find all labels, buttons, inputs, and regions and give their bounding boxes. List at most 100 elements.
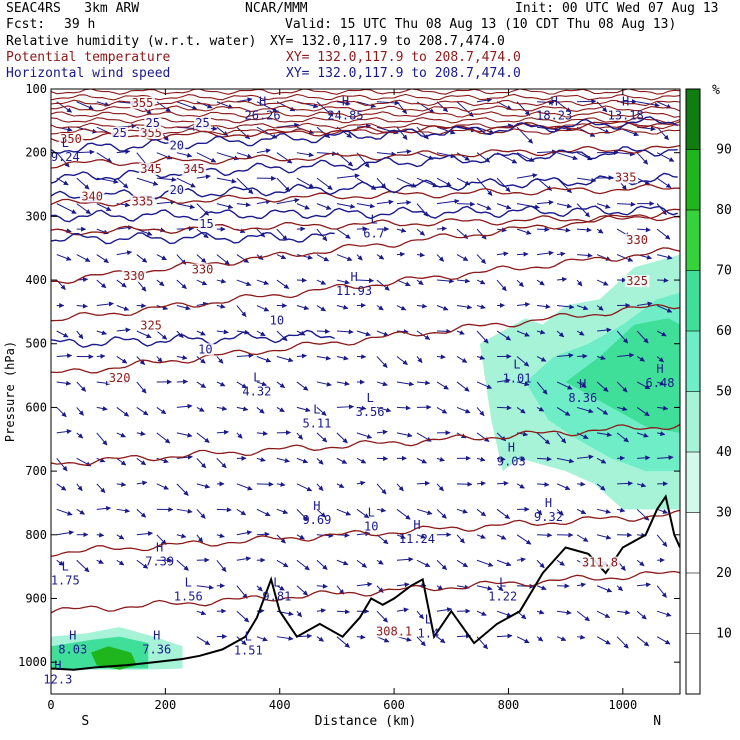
wind-arrow — [296, 353, 307, 359]
extremum-marker: H — [545, 496, 552, 510]
wind-arrow — [96, 203, 112, 211]
wind-arrow — [176, 152, 193, 158]
wind-arrow — [196, 432, 210, 443]
wind-arrow — [236, 97, 253, 103]
theta-label-bg — [121, 270, 147, 283]
wind-arrow — [176, 279, 187, 290]
y-tick-label: 300 — [25, 209, 47, 223]
wind-arrow — [156, 457, 169, 464]
wind-arrow — [256, 636, 268, 642]
wind-arrow — [496, 610, 512, 618]
wind-arrow — [576, 406, 594, 414]
wind-speed-label: 25 — [195, 116, 209, 130]
wind-arrow — [76, 432, 84, 439]
wind-arrow — [76, 177, 90, 190]
wind-arrow — [316, 559, 328, 570]
wind-arrow — [56, 483, 67, 491]
wind-arrow — [617, 201, 636, 207]
wind-arrow — [416, 508, 433, 515]
wind-arrow — [116, 250, 133, 256]
wind-arrow — [416, 636, 426, 647]
extremum-marker: H — [153, 628, 160, 642]
wind-arrow — [256, 381, 268, 387]
wind-arrow — [497, 405, 512, 411]
wind-arrow — [436, 198, 460, 205]
wind-speed-contour — [51, 231, 335, 245]
wind-arrow — [296, 203, 310, 210]
wind-arrow — [416, 380, 431, 386]
wind-arrow — [416, 610, 424, 620]
wind-arrow — [436, 254, 445, 262]
wind-arrow — [296, 457, 309, 464]
wind-arrow — [496, 101, 512, 110]
wind-arrow — [276, 585, 285, 591]
wind-arrow — [577, 634, 586, 640]
wind-arrow — [557, 304, 575, 310]
wind-arrow — [196, 636, 211, 646]
wind-arrow — [336, 457, 348, 464]
wind-arrow — [176, 432, 193, 438]
wind-arrow — [196, 381, 207, 389]
wind-arrow — [356, 226, 368, 232]
wind-arrow — [296, 305, 310, 311]
wind-arrow — [656, 177, 672, 189]
wind-arrow — [536, 279, 545, 286]
wind-arrow — [556, 152, 578, 161]
wind-arrow — [396, 356, 408, 365]
wind-arrow — [376, 585, 384, 593]
wind-arrow — [276, 228, 288, 241]
wind-speed-label-bg — [111, 126, 129, 139]
extremum-value: 3.56 — [356, 405, 385, 419]
wind-arrow — [416, 228, 425, 236]
wind-arrow — [476, 534, 486, 539]
wind-arrow — [56, 203, 77, 214]
wind-arrow — [456, 508, 468, 514]
wind-arrow — [636, 610, 647, 620]
wind-arrow — [56, 530, 74, 536]
wind-arrow — [436, 177, 452, 187]
theta-contour — [51, 247, 680, 322]
wind-arrow — [456, 481, 473, 487]
extremum-value: 12.3 — [43, 672, 72, 686]
wind-arrow — [396, 607, 409, 613]
wind-arrow — [537, 226, 550, 232]
wind-arrow — [476, 585, 493, 591]
wind-arrow — [116, 177, 129, 189]
wind-arrow — [436, 126, 456, 135]
wind-arrow — [656, 636, 671, 645]
extremum-value: 7.36 — [142, 642, 171, 656]
y-tick-label: 1000 — [18, 655, 47, 669]
field-wind-name: Horizontal wind speed — [6, 66, 171, 81]
field-theta-xy: XY= 132.0,117.9 to 208.7,474.0 — [286, 50, 521, 65]
header-fcst-value: 39 h — [64, 17, 96, 32]
colorbar-swatch — [686, 391, 700, 452]
wind-arrow — [517, 251, 529, 257]
wind-arrow — [296, 254, 313, 260]
wind-arrow — [236, 305, 247, 317]
wind-arrow — [617, 609, 631, 615]
colorbar-label: 50 — [716, 385, 732, 400]
extremum-marker: H — [508, 440, 515, 454]
wind-arrow — [336, 100, 351, 106]
extremum-marker: H — [54, 658, 61, 672]
wind-arrow — [476, 355, 486, 360]
wind-arrow — [556, 508, 564, 516]
wind-arrow — [156, 356, 163, 363]
wind-arrow — [396, 556, 414, 562]
wind-arrow — [556, 432, 567, 444]
field-wind-xy: XY= 132.0,117.9 to 208.7,474.0 — [286, 66, 521, 81]
wind-arrow — [96, 406, 108, 412]
wind-arrow — [356, 508, 370, 519]
plot-frame — [50, 88, 681, 695]
wind-arrow — [116, 149, 131, 155]
wind-arrow — [496, 559, 512, 567]
wind-arrow — [56, 508, 73, 516]
wind-arrow — [116, 407, 130, 417]
wind-arrow — [56, 152, 70, 168]
theta-label-bg — [107, 371, 132, 384]
wind-arrow — [656, 228, 671, 240]
wind-arrow — [336, 404, 355, 410]
wind-arrow — [116, 305, 130, 311]
colorbar-label: 40 — [716, 445, 732, 460]
extremum-marker: L — [185, 575, 192, 589]
